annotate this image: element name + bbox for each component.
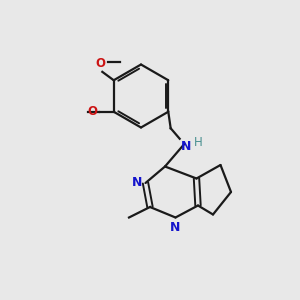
- Text: H: H: [194, 136, 203, 149]
- Text: O: O: [88, 105, 98, 118]
- Text: O: O: [95, 57, 105, 70]
- Text: N: N: [131, 176, 142, 189]
- Text: N: N: [181, 140, 191, 153]
- Text: N: N: [170, 221, 181, 234]
